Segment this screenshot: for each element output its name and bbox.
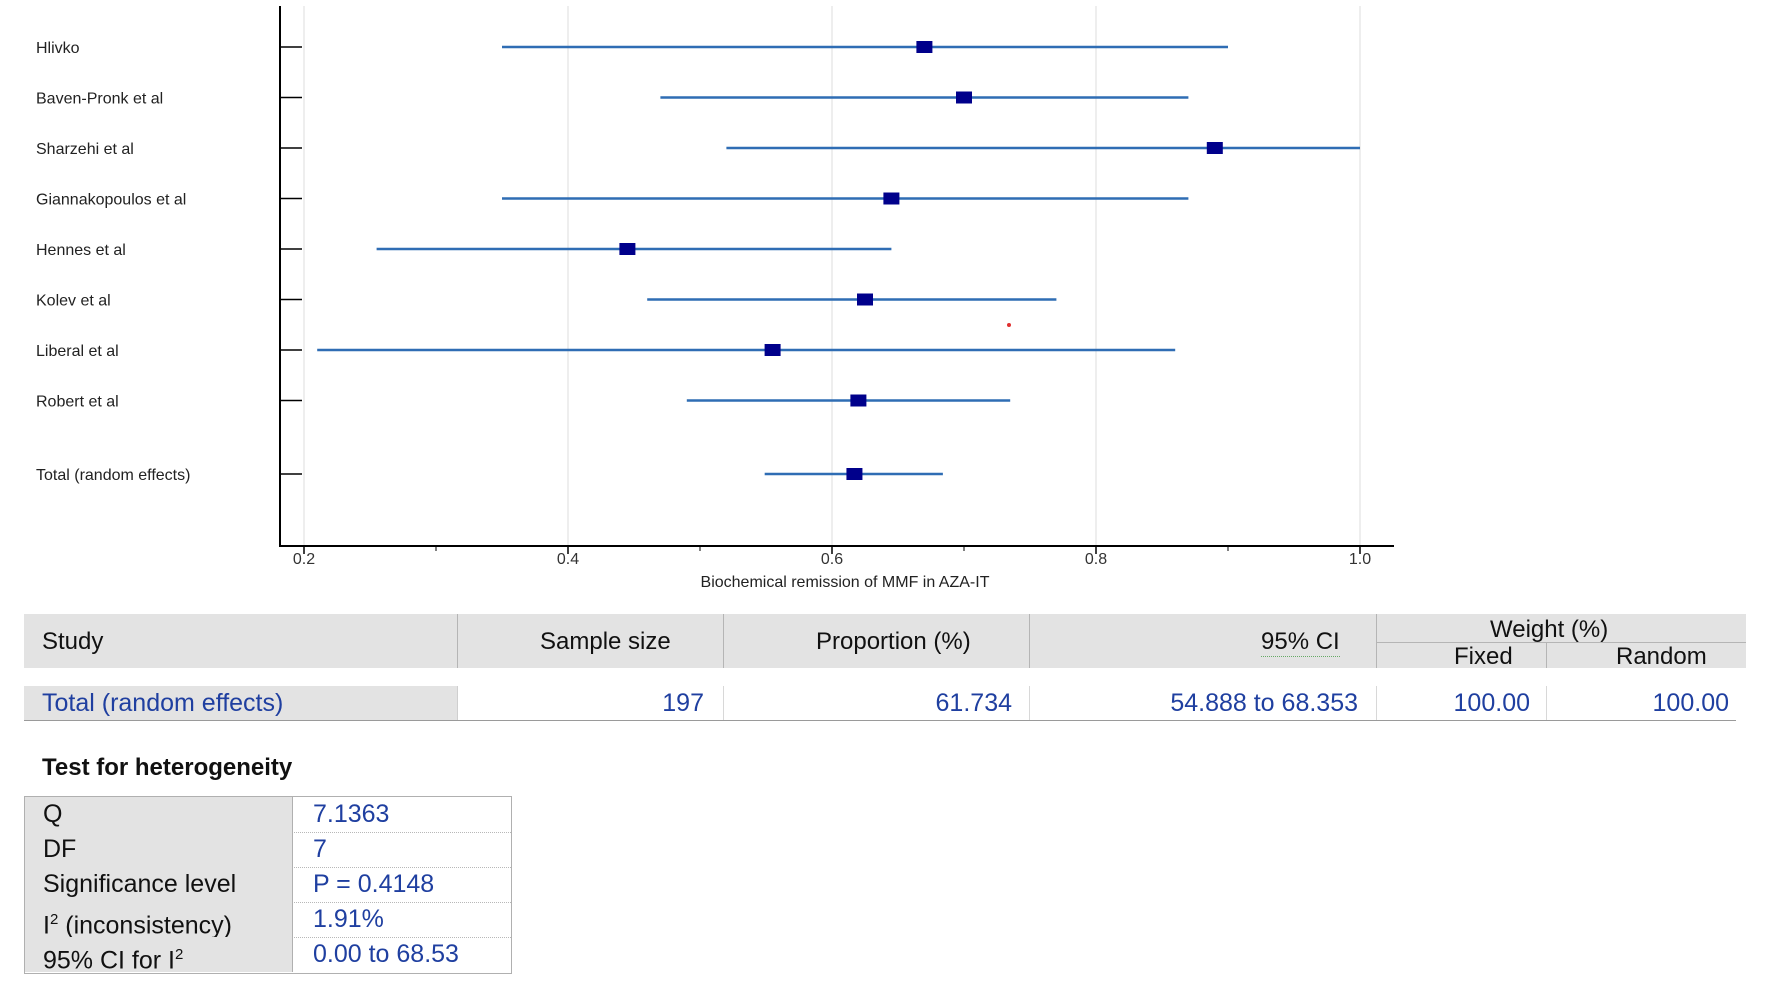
het-key: 95% CI for I2 (25, 937, 293, 975)
col-divider (1029, 614, 1030, 668)
header-ci: 95% CI (1261, 628, 1340, 657)
het-key-sup: 2 (49, 911, 59, 928)
x-ticks: 0.2 0.4 0.6 0.8 1.0 (293, 546, 1371, 568)
het-row-q: Q 7.1363 (25, 797, 511, 833)
study-labels: Hlivko Baven-Pronk et al Sharzehi et al Gia… (36, 40, 190, 484)
point-estimate (883, 192, 900, 205)
table-header: Study Sample size Proportion (%) 95% CI … (24, 614, 1746, 670)
col-divider (1029, 686, 1030, 720)
point-estimate (1206, 142, 1223, 154)
het-row-i2: I2 (inconsistency) 1.91% (25, 902, 511, 940)
het-key-text: 95% CI for I (43, 946, 175, 975)
x-tick-label: 0.6 (821, 551, 843, 568)
point-estimate (850, 394, 867, 407)
study-label: Baven-Pronk et al (36, 91, 163, 108)
study-rows (280, 41, 1360, 480)
study-label: Robert et al (36, 394, 119, 411)
het-value: 7 (313, 835, 327, 863)
row-sample-size: 197 (662, 689, 704, 717)
x-tick-label: 0.8 (1085, 551, 1107, 568)
het-key-text: I (43, 911, 50, 940)
study-label: Giannakopoulos et al (36, 192, 186, 209)
row-bottom-line (24, 720, 1736, 721)
het-value: 0.00 to 68.53 (313, 940, 459, 968)
col-divider (1546, 642, 1547, 668)
col-divider (457, 614, 458, 668)
study-label: Hlivko (36, 40, 80, 57)
header-random: Random (1616, 643, 1707, 670)
het-key-tail: (inconsistency) (58, 911, 232, 940)
het-key: Q (25, 797, 293, 832)
het-value: 7.1363 (313, 800, 390, 828)
col-divider (723, 614, 724, 668)
het-row-significance: Significance level P = 0.4148 (25, 867, 511, 903)
study-label: Total (random effects) (36, 467, 190, 484)
row-proportion: 61.734 (935, 689, 1012, 717)
row-fixed: 100.00 (1453, 689, 1530, 717)
row-study-cell-bg (24, 686, 457, 720)
row-random: 100.00 (1652, 689, 1729, 717)
header-sample-size: Sample size (540, 628, 671, 655)
row-ci: 54.888 to 68.353 (1170, 689, 1358, 717)
het-key: I2 (inconsistency) (25, 902, 293, 940)
col-divider (457, 686, 458, 720)
col-divider (1376, 686, 1377, 720)
point-estimate (956, 91, 972, 104)
het-value: P = 0.4148 (313, 870, 435, 898)
header-weight: Weight (%) (1490, 616, 1609, 643)
heterogeneity-title: Test for heterogeneity (42, 754, 293, 781)
weight-subheader-line (1376, 642, 1746, 643)
point-estimate (916, 41, 933, 53)
grid-lines (303, 6, 1361, 546)
stray-dot (1007, 323, 1011, 327)
point-estimate (857, 293, 873, 306)
row-study: Total (random effects) (42, 689, 284, 717)
point-estimate (846, 468, 863, 480)
het-key: DF (25, 832, 293, 867)
x-axis-label: Biochemical remission of MMF in AZA-IT (701, 574, 990, 591)
study-label: Liberal et al (36, 343, 119, 360)
summary-table: Study Sample size Proportion (%) 95% CI … (24, 614, 1746, 734)
het-row-ci-i2: 95% CI for I2 0.00 to 68.53 (25, 937, 511, 975)
x-tick-label: 0.4 (557, 551, 579, 568)
heterogeneity-table: Q 7.1363 DF 7 Significance level P = 0.4… (24, 796, 512, 974)
study-label: Sharzehi et al (36, 141, 134, 158)
x-tick-label: 1.0 (1349, 551, 1371, 568)
point-estimate (764, 344, 781, 356)
het-key-sup: 2 (175, 946, 184, 963)
het-row-df: DF 7 (25, 832, 511, 868)
het-value: 1.91% (313, 905, 384, 933)
x-tick-label: 0.2 (293, 551, 315, 568)
het-key: Significance level (25, 867, 293, 902)
forest-plot: Hlivko Baven-Pronk et al Sharzehi et al Gia… (36, 6, 1394, 591)
col-divider (723, 686, 724, 720)
point-estimate (619, 243, 636, 255)
study-label: Kolev et al (36, 293, 111, 310)
header-proportion: Proportion (%) (816, 628, 971, 655)
header-fixed: Fixed (1454, 643, 1513, 670)
col-divider (1546, 686, 1547, 720)
col-divider (1376, 614, 1377, 668)
study-label: Hennes et al (36, 242, 126, 259)
header-study: Study (42, 628, 104, 655)
